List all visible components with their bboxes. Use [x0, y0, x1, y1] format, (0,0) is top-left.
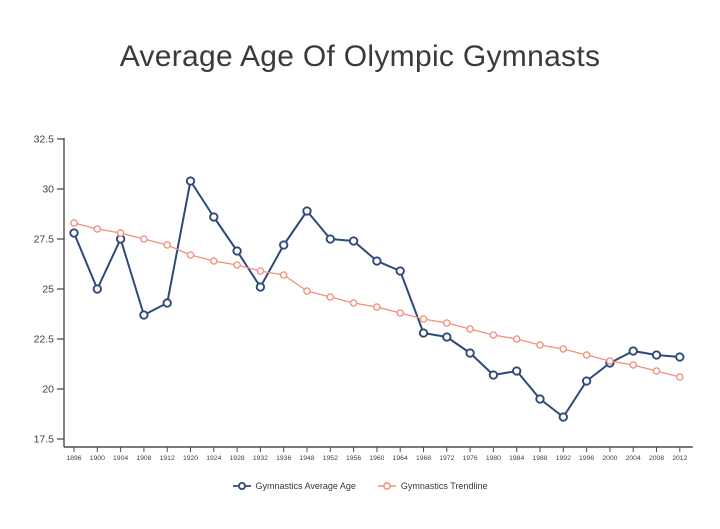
gymnastics-average-age-point-2008: [651, 350, 662, 360]
gymnastics-trendline-point-2008: [652, 367, 661, 375]
x-tick-label: 1968: [416, 455, 431, 462]
gymnastics-trendline-point-1984: [512, 335, 521, 343]
gymnastics-trendline-point-2012: [676, 373, 684, 381]
x-tick-label: 2000: [602, 455, 617, 462]
gymnastics-average-age-point-2012: [675, 352, 685, 362]
gymnastics-trendline-point-1936: [279, 271, 288, 279]
gymnastics-trendline-point-1956: [349, 299, 358, 307]
gymnastics-average-age-point-1984: [512, 366, 522, 376]
gymnastics-trendline-point-1964: [396, 309, 405, 317]
y-tick-label: 32.5: [34, 134, 55, 146]
gymnastics-trendline-point-1924: [209, 257, 218, 265]
gymnastics-average-age-point-1924: [209, 212, 219, 222]
y-tick-label: 30: [42, 184, 54, 196]
legend-marker-trendline-icon: [377, 482, 396, 490]
gymnastics-trendline-point-1928: [233, 261, 241, 269]
x-tick-label: 1948: [299, 455, 314, 462]
gymnastics-trendline-point-1980: [489, 331, 498, 339]
gymnastics-average-age-point-1980: [488, 370, 499, 380]
gymnastics-average-age-point-1992: [558, 412, 568, 422]
gymnastics-trendline-point-1900: [93, 225, 102, 233]
x-tick-label: 1980: [486, 455, 501, 462]
gymnastics-average-age-point-1908: [139, 310, 149, 320]
x-tick-label: 1932: [253, 455, 268, 462]
gymnastics-trendline-point-1960: [373, 303, 381, 311]
gymnastics-trendline-point-1968: [419, 315, 428, 323]
gymnastics-average-age-point-1936: [279, 240, 289, 250]
gymnastics-average-age-point-2004: [628, 346, 638, 356]
gymnastics-trendline-point-1972: [442, 319, 451, 327]
gymnastics-trendline-point-1992: [559, 345, 568, 353]
x-tick-label: 1992: [556, 455, 571, 462]
gymnastics-average-age-point-1928: [232, 246, 242, 256]
x-tick-label: 1904: [113, 455, 128, 462]
x-tick-label: 2004: [626, 455, 641, 462]
legend-item-average-age: Gymnastics Average Age: [232, 481, 356, 491]
gymnastics-average-age-point-1972: [442, 332, 452, 342]
x-tick-label: 1964: [393, 455, 408, 462]
gymnastics-trendline-point-2000: [606, 357, 614, 365]
gymnastics-average-age-point-1920: [185, 176, 196, 186]
x-tick-label: 1952: [323, 455, 338, 462]
chart-legend: Gymnastics Average Age Gymnastics Trendl…: [0, 481, 720, 491]
gymnastics-average-age-point-1968: [418, 328, 429, 338]
y-tick-label: 27.5: [34, 234, 55, 246]
gymnastics-average-age-point-1896: [69, 228, 79, 238]
gymnastics-trendline-point-1904: [116, 229, 125, 237]
x-tick-label: 1896: [66, 455, 81, 462]
gymnastics-average-age-point-1988: [535, 394, 545, 404]
x-tick-label: 1984: [509, 455, 524, 462]
y-tick-label: 20: [42, 384, 54, 396]
x-tick-label: 1908: [136, 455, 151, 462]
y-tick-label: 17.5: [34, 434, 55, 446]
x-tick-label: 2008: [649, 455, 664, 462]
y-tick-label: 22.5: [34, 334, 55, 346]
gymnastics-average-age-point-1900: [92, 284, 102, 294]
x-tick-label: 2012: [672, 455, 687, 462]
gymnastics-average-age-point-1976: [465, 348, 475, 358]
x-tick-label: 1912: [160, 455, 175, 462]
gymnastics-average-age-point-1956: [348, 236, 359, 246]
gymnastics-trendline-point-1996: [582, 351, 591, 359]
x-tick-label: 1924: [206, 455, 221, 462]
gymnastics-trendline-point-1948: [303, 287, 311, 295]
gymnastics-average-age-point-1996: [581, 376, 592, 386]
gymnastics-trendline-point-1976: [466, 325, 474, 333]
x-tick-label: 1988: [532, 455, 547, 462]
x-tick-label: 1996: [579, 455, 594, 462]
gymnastics-average-age-point-1964: [395, 266, 405, 276]
gymnastics-average-age-point-1932: [255, 282, 266, 292]
y-tick-label: 25: [42, 284, 54, 296]
gymnastics-trendline-point-2004: [629, 361, 638, 369]
gymnastics-trendline-point-1932: [256, 267, 265, 275]
x-tick-label: 1936: [276, 455, 291, 462]
gymnastics-trendline-point-1908: [140, 235, 148, 243]
gymnastics-trendline-point-1952: [326, 293, 335, 301]
x-tick-label: 1960: [369, 455, 384, 462]
gymnastics-trendline-point-1896: [70, 219, 78, 227]
gymnastics-trendline-point-1912: [163, 241, 171, 249]
x-tick-label: 1928: [230, 455, 245, 462]
x-tick-label: 1920: [183, 455, 198, 462]
gymnastics-average-age-point-1912: [162, 298, 172, 308]
legend-item-trendline: Gymnastics Trendline: [377, 481, 488, 491]
legend-label-average-age: Gymnastics Average Age: [255, 481, 356, 491]
x-tick-label: 1900: [90, 455, 105, 462]
gymnastics-average-age-point-1952: [325, 234, 335, 244]
x-tick-label: 1972: [439, 455, 454, 462]
chart-title: Average Age Of Olympic Gymnasts: [119, 40, 601, 73]
gymnastics-trendline-point-1988: [536, 341, 544, 349]
legend-marker-average-age-icon: [232, 482, 251, 490]
x-tick-label: 1976: [463, 455, 478, 462]
x-tick-label: 1956: [346, 455, 361, 462]
gymnastics-average-age-point-1960: [372, 256, 382, 266]
gymnastics-trendline-point-1920: [186, 251, 195, 259]
gymnastics-average-age-point-1948: [302, 206, 312, 216]
legend-label-trendline: Gymnastics Trendline: [400, 481, 488, 491]
